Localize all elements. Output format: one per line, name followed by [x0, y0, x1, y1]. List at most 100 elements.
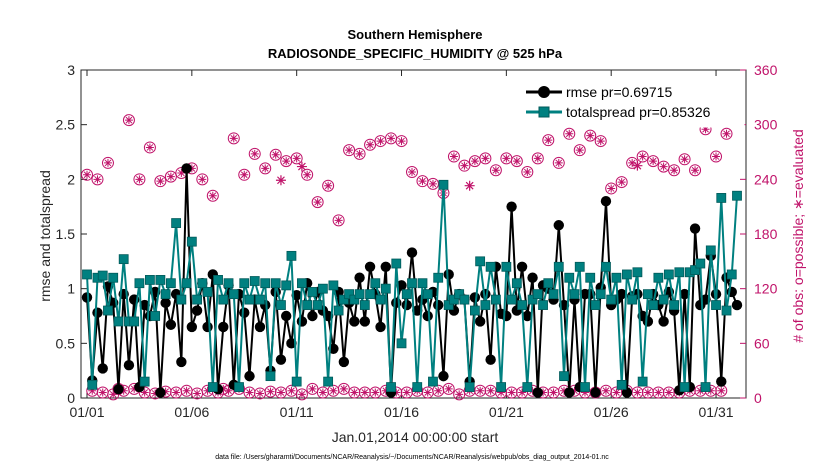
- rmse-point: [176, 356, 187, 368]
- rmse-point: [485, 354, 496, 365]
- legend-rmse-marker: [538, 86, 550, 98]
- rmse-point: [359, 316, 371, 327]
- totalspread-point: [433, 272, 444, 283]
- obs-evaluated-marker: [691, 166, 700, 175]
- rmse-point: [522, 310, 533, 322]
- rmse-point: [474, 316, 486, 327]
- rmse-point: [139, 299, 150, 311]
- obs-evaluated-marker: [245, 388, 254, 397]
- totalspread-point: [297, 278, 307, 289]
- rmse-point: [364, 261, 376, 272]
- obs-evaluated-marker: [296, 161, 307, 172]
- totalspread-point: [511, 278, 522, 289]
- rmse-point: [412, 305, 423, 316]
- y-tick-label: 2: [67, 171, 75, 187]
- totalspread-point: [113, 316, 124, 327]
- totalspread-point: [695, 258, 706, 269]
- obs-possible-marker: [353, 147, 366, 160]
- totalspread-point: [365, 289, 375, 300]
- totalspread-point: [412, 382, 423, 392]
- obs-possible-marker: [426, 177, 439, 190]
- footnote: data file: /Users/gharamti/Documents/NCA…: [215, 454, 609, 461]
- obs-possible-marker: [652, 386, 665, 399]
- rmse-point: [92, 307, 103, 318]
- totalspread-point: [359, 300, 370, 310]
- totalspread-point: [606, 294, 617, 305]
- rmse-point: [590, 387, 601, 398]
- obs-possible-marker: [206, 189, 219, 202]
- obs-possible-marker: [91, 173, 104, 186]
- legend: rmse pr=0.69715 totalspread pr=0.85326: [519, 76, 745, 128]
- obs-evaluated-marker: [392, 388, 401, 397]
- x-tick-label: 01/01: [69, 404, 104, 420]
- obs-possible-marker: [573, 144, 586, 157]
- obs-evaluated-marker: [696, 386, 705, 395]
- totalspread-point: [145, 275, 155, 285]
- obs-possible-marker: [594, 135, 607, 148]
- totalspread-point: [181, 278, 192, 289]
- obs-evaluated-marker: [193, 389, 202, 398]
- totalspread-point: [134, 278, 145, 289]
- obs-evaluated-marker: [596, 137, 605, 146]
- totalspread-point: [422, 289, 433, 300]
- legend-spread-marker: [538, 106, 550, 118]
- obs-evaluated-marker: [135, 175, 144, 184]
- obs-possible-marker: [164, 170, 177, 183]
- totalspread-point: [291, 376, 302, 387]
- obs-evaluated-marker: [607, 184, 616, 193]
- obs-evaluated-marker: [255, 389, 264, 398]
- totalspread-point: [165, 278, 176, 289]
- rmse-point: [731, 299, 743, 311]
- totalspread-point: [601, 261, 611, 272]
- y-tick-label: 3: [67, 62, 75, 78]
- y-axis-label: rmse and totalspread: [37, 170, 53, 302]
- rmse-point: [600, 196, 612, 207]
- obs-possible-marker: [615, 176, 628, 189]
- obs-evaluated-marker: [434, 386, 443, 395]
- obs-evaluated-marker: [308, 384, 317, 393]
- totalspread-point: [642, 289, 653, 300]
- obs-evaluated-marker: [381, 386, 390, 395]
- totalspread-point: [443, 300, 454, 310]
- obs-evaluated-marker: [240, 170, 249, 179]
- obs-evaluated-marker: [297, 390, 306, 399]
- obs-possible-marker: [605, 182, 618, 195]
- totalspread-point: [632, 267, 643, 278]
- obs-evaluated-marker: [518, 388, 527, 397]
- obs-evaluated-marker: [670, 166, 679, 175]
- obs-evaluated-marker: [633, 388, 642, 397]
- y2-tick-label: 0: [754, 390, 762, 406]
- totalspread-point: [192, 294, 202, 305]
- rmse-point: [186, 321, 198, 333]
- obs-evaluated-marker: [376, 137, 385, 146]
- rmse-point: [202, 321, 213, 333]
- obs-evaluated-marker: [664, 388, 673, 397]
- obs-evaluated-marker: [83, 170, 91, 179]
- obs-possible-marker: [301, 168, 314, 181]
- obs-evaluated-marker: [182, 386, 191, 395]
- totalspread-point: [223, 278, 234, 289]
- obs-evaluated-marker: [88, 386, 97, 395]
- obs-evaluated-marker: [166, 172, 175, 181]
- obs-possible-marker: [458, 159, 471, 172]
- rmse-point: [123, 360, 135, 371]
- obs-evaluated-marker: [275, 175, 286, 186]
- obs-possible-marker: [489, 164, 502, 177]
- obs-possible-marker: [479, 152, 492, 165]
- obs-evaluated-marker: [481, 154, 490, 163]
- obs-evaluated-marker: [712, 152, 721, 161]
- obs-possible-marker: [285, 384, 298, 397]
- totalspread-point: [276, 300, 286, 310]
- obs-evaluated-marker: [528, 386, 537, 395]
- obs-evaluated-marker: [93, 175, 102, 184]
- obs-possible-marker: [636, 150, 649, 163]
- totalspread-point: [270, 278, 281, 289]
- totalspread-point: [517, 300, 527, 310]
- x-tick-label: 01/11: [280, 404, 314, 420]
- rmse-point: [191, 305, 203, 316]
- y2-tick-label: 360: [754, 62, 778, 78]
- obs-evaluated-marker: [287, 386, 296, 395]
- rmse-point: [401, 299, 412, 311]
- totalspread-point: [391, 258, 402, 269]
- obs-evaluated-marker: [203, 386, 212, 395]
